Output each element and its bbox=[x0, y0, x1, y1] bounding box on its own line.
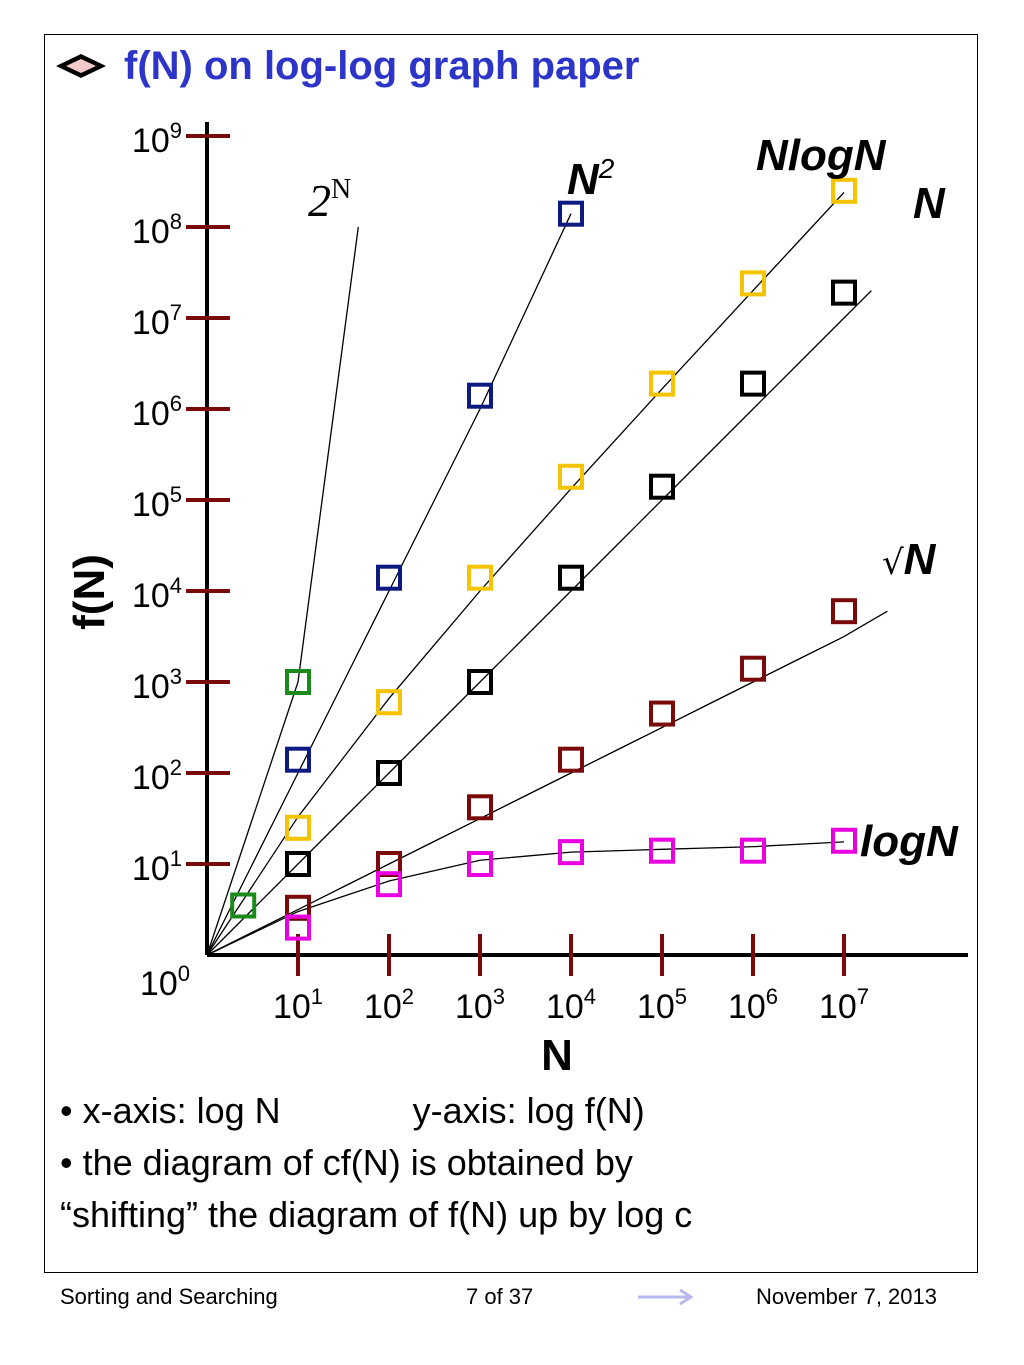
marker-exp2 bbox=[230, 892, 257, 919]
marker-n bbox=[740, 370, 766, 397]
x-tick-label: 101 bbox=[273, 984, 323, 1026]
y-axis-title: f(N) bbox=[65, 554, 114, 630]
series-label-exp2: 2N bbox=[308, 174, 351, 226]
series-label-n2: N2 bbox=[567, 153, 615, 204]
log-log-chart: 100 101 102 103 104 105 106 107 108 109 101 102 103 1… bbox=[65, 118, 968, 1080]
marker-sqrtn bbox=[740, 655, 766, 682]
marker-nlogn bbox=[376, 689, 402, 716]
marker-sqrtn bbox=[285, 894, 311, 921]
series-label-sqrtn: √N bbox=[882, 535, 937, 584]
marker-n2 bbox=[467, 382, 493, 409]
marker-n bbox=[649, 473, 675, 500]
x-tick-label: 102 bbox=[364, 984, 414, 1026]
curve-exp2 bbox=[206, 226, 359, 956]
y-tick-label: 100 bbox=[140, 961, 190, 1003]
marker-n bbox=[558, 564, 584, 591]
footer-date: November 7, 2013 bbox=[756, 1284, 937, 1309]
x-tick-label: 107 bbox=[819, 984, 869, 1026]
y-tick-label: 109 bbox=[132, 118, 182, 160]
marker-nlogn bbox=[740, 270, 766, 297]
x-tick-label: 105 bbox=[637, 984, 687, 1026]
marker-n2 bbox=[558, 200, 584, 227]
marker-sqrtn bbox=[467, 794, 493, 821]
marker-sqrtn bbox=[558, 746, 584, 773]
marker-nlogn bbox=[649, 370, 675, 397]
marker-n2 bbox=[285, 746, 311, 773]
note-x-axis: • x-axis: log N bbox=[60, 1090, 281, 1131]
y-tick-label: 103 bbox=[132, 664, 182, 706]
marker-n bbox=[467, 669, 493, 695]
footer-page-number: 7 of 37 bbox=[466, 1284, 534, 1309]
marker-logn bbox=[831, 827, 857, 854]
note-axes: • x-axis: log N y-axis: log f(N) bbox=[60, 1085, 960, 1137]
marker-logn bbox=[740, 837, 766, 864]
marker-logn bbox=[558, 839, 584, 866]
y-tick-label: 106 bbox=[132, 391, 182, 433]
marker-logn bbox=[649, 837, 675, 864]
y-tick-label: 102 bbox=[132, 755, 182, 797]
notes: • x-axis: log N y-axis: log f(N) • the di… bbox=[60, 1085, 960, 1241]
slide-frame bbox=[44, 34, 978, 1273]
title-row: f(N) on log-log graph paper bbox=[52, 40, 640, 92]
marker-n bbox=[285, 851, 311, 877]
marker-nlogn bbox=[285, 814, 311, 841]
y-tick-label: 107 bbox=[132, 300, 182, 342]
footer: Sorting and Searching 7 of 37 November 7… bbox=[0, 1284, 1024, 1314]
curve-sqrtn bbox=[206, 610, 888, 956]
curve-n bbox=[206, 290, 872, 956]
note-y-axis: y-axis: log f(N) bbox=[412, 1090, 645, 1131]
x-axis-title: N bbox=[541, 1031, 573, 1080]
series-label-nlogn: NlogN bbox=[756, 131, 887, 180]
note-shift-2: “shifting” the diagram of f(N) up by log… bbox=[60, 1194, 693, 1235]
marker-logn bbox=[376, 871, 402, 898]
y-tick-label: 101 bbox=[132, 846, 182, 888]
footer-topic: Sorting and Searching bbox=[60, 1284, 278, 1309]
marker-exp2 bbox=[285, 669, 311, 695]
marker-sqrtn bbox=[831, 598, 857, 625]
marker-sqrtn bbox=[649, 700, 675, 727]
series-label-n: N bbox=[913, 179, 946, 228]
marker-n2 bbox=[376, 564, 402, 591]
marker-logn bbox=[285, 914, 311, 941]
x-tick-label: 104 bbox=[546, 984, 596, 1026]
y-tick-label: 105 bbox=[132, 482, 182, 524]
y-tick-label: 108 bbox=[132, 209, 182, 251]
slide-title: f(N) on log-log graph paper bbox=[124, 43, 640, 88]
x-tick-label: 106 bbox=[728, 984, 778, 1026]
marker-nlogn bbox=[831, 177, 857, 204]
y-tick-label: 104 bbox=[132, 573, 182, 615]
marker-n bbox=[376, 760, 402, 786]
series-label-logn: logN bbox=[860, 817, 959, 866]
marker-logn bbox=[467, 851, 493, 877]
curve-logn bbox=[206, 841, 845, 956]
note-shift-1: • the diagram of cf(N) is obtained by bbox=[60, 1142, 633, 1183]
right-arrow-icon[interactable] bbox=[636, 1287, 696, 1307]
curve-n2 bbox=[206, 213, 572, 956]
diamond-bullet-icon bbox=[56, 54, 106, 78]
x-tick-label: 103 bbox=[455, 984, 505, 1026]
marker-n bbox=[831, 279, 857, 306]
marker-nlogn bbox=[558, 463, 584, 490]
marker-nlogn bbox=[467, 564, 493, 591]
